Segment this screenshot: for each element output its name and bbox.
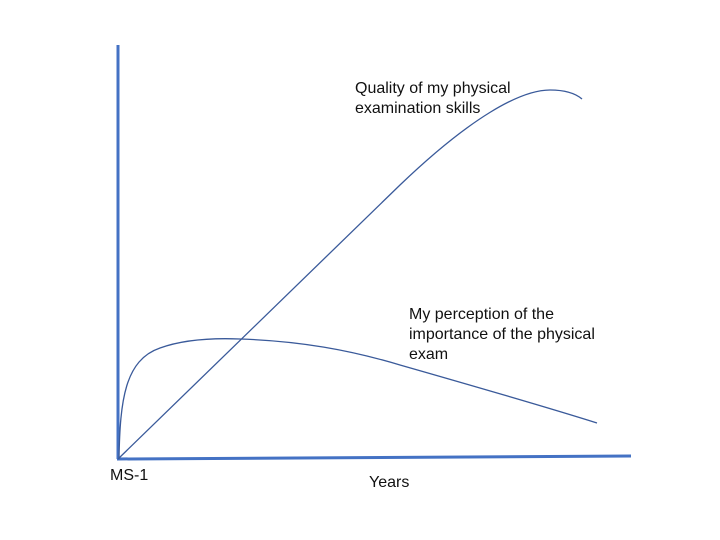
- quality-curve: [117, 89, 583, 460]
- perception-label-line3: exam: [409, 346, 449, 363]
- perception-label-line2: importance of the physical: [409, 326, 595, 343]
- x-axis-label: Years: [369, 474, 410, 491]
- perception-curve-label: My perception of the importance of the p…: [409, 305, 595, 365]
- quality-label-line2: examination skills: [355, 100, 481, 117]
- x-axis: [116, 454, 632, 461]
- perception-curve: [118, 338, 598, 460]
- perception-label-line1: My perception of the: [409, 306, 554, 323]
- quality-curve-label: Quality of my physical examination skill…: [355, 79, 511, 119]
- origin-label: MS-1: [110, 467, 149, 484]
- quality-label-line1: Quality of my physical: [355, 80, 511, 97]
